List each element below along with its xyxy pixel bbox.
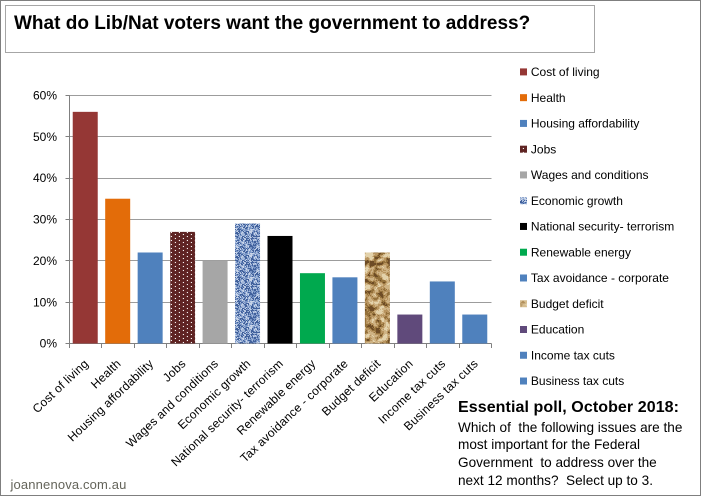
svg-text:Jobs: Jobs — [160, 357, 189, 385]
svg-text:Budget deficit: Budget deficit — [531, 297, 604, 311]
svg-text:60%: 60% — [33, 89, 57, 103]
svg-text:Income tax cuts: Income tax cuts — [531, 348, 615, 362]
svg-text:Economic growth: Economic growth — [531, 194, 623, 208]
svg-text:Jobs: Jobs — [531, 142, 556, 156]
svg-text:Business tax cuts: Business tax cuts — [531, 374, 624, 388]
svg-text:Health: Health — [531, 91, 566, 105]
svg-text:Cost of living: Cost of living — [531, 65, 600, 79]
svg-text:Wages and conditions: Wages and conditions — [531, 168, 649, 182]
svg-text:Housing affordability: Housing affordability — [531, 117, 640, 131]
svg-text:Tax avoidance - corporate: Tax avoidance - corporate — [531, 271, 669, 285]
svg-text:Education: Education — [531, 323, 584, 337]
svg-text:20%: 20% — [33, 254, 57, 268]
svg-text:50%: 50% — [33, 130, 57, 144]
svg-text:10%: 10% — [33, 295, 57, 309]
svg-text:Renewable energy: Renewable energy — [531, 245, 631, 259]
svg-text:National security- terrorism: National security- terrorism — [531, 220, 674, 234]
svg-text:30%: 30% — [33, 213, 57, 227]
svg-text:Cost of living: Cost of living — [30, 357, 92, 416]
svg-text:40%: 40% — [33, 171, 57, 185]
svg-text:0%: 0% — [40, 337, 58, 351]
